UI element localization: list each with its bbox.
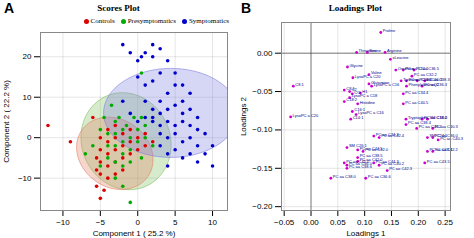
svg-text:5: 5 xyxy=(173,218,178,227)
svg-text:PC aa C42.4: PC aa C42.4 xyxy=(381,133,405,138)
svg-text:PC aa C38.0: PC aa C38.0 xyxy=(333,174,357,179)
svg-text:PC aa C34.4: PC aa C34.4 xyxy=(405,90,429,95)
svg-text:PC aa C36.3: PC aa C36.3 xyxy=(424,82,448,87)
svg-text:PC aa C40.3: PC aa C40.3 xyxy=(435,124,459,129)
svg-text:PC aa C38.3: PC aa C38.3 xyxy=(427,77,451,82)
svg-text:PC aa C38.5: PC aa C38.5 xyxy=(359,153,383,159)
svg-text:−0.05: −0.05 xyxy=(274,218,295,227)
svg-text:SM C26:1: SM C26:1 xyxy=(349,143,367,149)
svg-text:Serine: Serine xyxy=(369,48,381,53)
svg-text:PC aa C42.0: PC aa C42.0 xyxy=(365,147,389,152)
svg-text:C8.1: C8.1 xyxy=(295,82,304,87)
svg-text:PC aa C38.2: PC aa C38.2 xyxy=(424,115,448,120)
svg-text:10: 10 xyxy=(23,93,32,102)
html-text:A: A xyxy=(4,0,15,16)
svg-text:Tryptophen: Tryptophen xyxy=(408,115,429,120)
svg-text:0.05: 0.05 xyxy=(330,218,346,227)
svg-text:−10: −10 xyxy=(56,218,70,227)
svg-text:−10: −10 xyxy=(18,174,32,183)
svg-text:PC aa C40.2: PC aa C40.2 xyxy=(381,161,405,166)
html-text:Loadings Plot: Loadings Plot xyxy=(328,3,383,13)
svg-text:LysoPC a C16: LysoPC a C16 xyxy=(358,110,384,116)
svg-text:PC aa C40.3: PC aa C40.3 xyxy=(440,136,464,141)
svg-text:Component 1 ( 25.2 %): Component 1 ( 25.2 %) xyxy=(93,229,176,238)
svg-text:PC aa C38.4: PC aa C38.4 xyxy=(408,120,431,126)
svg-text:−0.15: −0.15 xyxy=(252,164,273,173)
svg-text:C18:2: C18:2 xyxy=(346,97,357,102)
svg-text:PC aa C44.4: PC aa C44.4 xyxy=(418,124,442,130)
svg-text:PC aa C40.5: PC aa C40.5 xyxy=(405,100,429,105)
svg-text:Component 2 ( 22.2 %): Component 2 ( 22.2 %) xyxy=(2,80,11,163)
svg-text:C14:1: C14:1 xyxy=(353,115,364,120)
svg-text:SM C16:0: SM C16:0 xyxy=(429,115,448,120)
html-text:CO H1: CO H1 xyxy=(354,88,368,95)
svg-text:0: 0 xyxy=(136,218,141,227)
html-text:Presymptomatics: Presymptomatics xyxy=(127,17,176,25)
svg-text:Threonine: Threonine xyxy=(358,48,377,54)
svg-text:LysoPC a C16: LysoPC a C16 xyxy=(374,82,400,87)
html-text:Controls: Controls xyxy=(90,17,115,25)
svg-text:xLeucine: xLeucine xyxy=(392,55,409,60)
svg-text:PC aa C36.5: PC aa C36.5 xyxy=(416,66,440,71)
svg-text:PC aa C42.2: PC aa C42.2 xyxy=(435,147,459,152)
svg-text:0.20: 0.20 xyxy=(411,218,427,227)
svg-text:PC aa C32.2: PC aa C32.2 xyxy=(413,72,437,77)
svg-text:10: 10 xyxy=(208,218,217,227)
svg-text:0.00: 0.00 xyxy=(257,49,273,58)
svg-text:LysoPC a C18: LysoPC a C18 xyxy=(351,93,378,99)
svg-text:0: 0 xyxy=(27,133,32,142)
svg-text:Loadings 2: Loadings 2 xyxy=(239,96,248,136)
svg-text:0.15: 0.15 xyxy=(384,218,400,227)
svg-text:PC aa C43.5: PC aa C43.5 xyxy=(427,159,451,164)
svg-text:PC aa C38.6: PC aa C38.6 xyxy=(349,164,373,169)
svg-text:PC aa C36.6: PC aa C36.6 xyxy=(368,174,392,179)
svg-text:LysoPC a C20: LysoPC a C20 xyxy=(293,113,319,118)
html-text:Scores Plot: Scores Plot xyxy=(97,3,140,13)
svg-text:0.10: 0.10 xyxy=(357,218,373,227)
svg-text:0.25: 0.25 xyxy=(437,218,453,227)
svg-text:Valine: Valine xyxy=(371,70,383,75)
svg-text:LysoPC a C20: LysoPC a C20 xyxy=(354,73,381,79)
svg-text:Histidine: Histidine xyxy=(360,100,376,105)
svg-text:−0.10: −0.10 xyxy=(252,125,273,134)
svg-text:Glycine: Glycine xyxy=(349,63,363,68)
svg-text:PC aa C42.3: PC aa C42.3 xyxy=(389,166,413,171)
svg-text:20: 20 xyxy=(23,52,32,61)
svg-text:−5: −5 xyxy=(96,218,106,227)
svg-text:Proline: Proline xyxy=(383,28,396,33)
svg-text:−0.20: −0.20 xyxy=(252,202,273,211)
html-text:B: B xyxy=(241,0,252,16)
svg-text:0.00: 0.00 xyxy=(303,218,319,227)
svg-text:Arginine: Arginine xyxy=(387,48,402,53)
html-text:Symptomatics: Symptomatics xyxy=(188,17,229,25)
svg-text:Loadings 1: Loadings 1 xyxy=(346,229,386,238)
svg-text:−0.05: −0.05 xyxy=(252,87,273,96)
